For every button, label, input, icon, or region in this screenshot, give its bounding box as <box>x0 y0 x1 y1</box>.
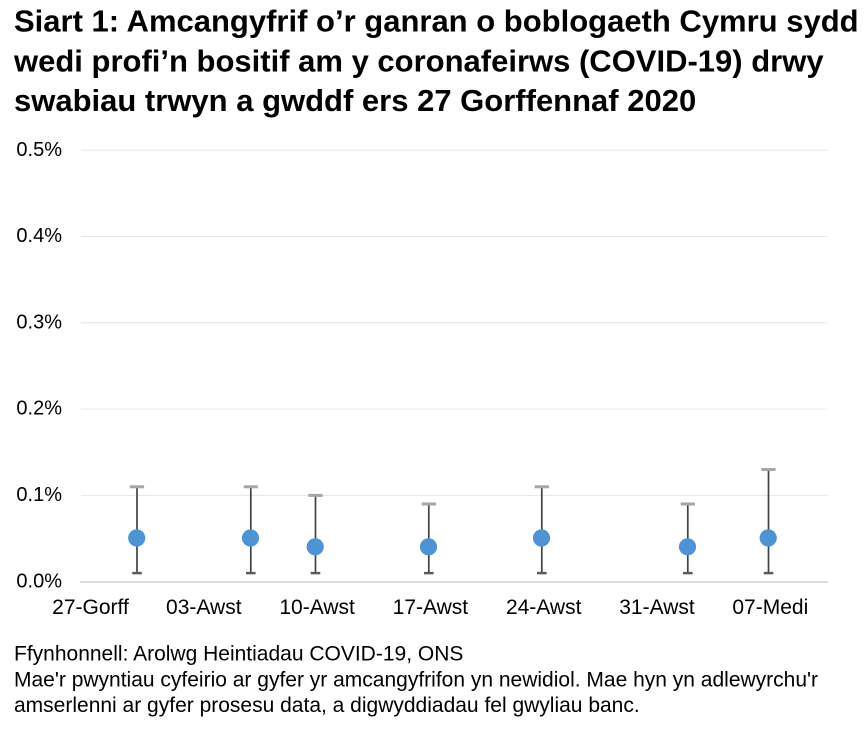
svg-text:0.2%: 0.2% <box>16 398 62 420</box>
svg-text:0.0%: 0.0% <box>16 570 62 592</box>
svg-text:0.4%: 0.4% <box>16 225 62 247</box>
svg-text:27-Gorff: 27-Gorff <box>52 596 129 619</box>
svg-text:10-Awst: 10-Awst <box>279 596 355 619</box>
svg-text:0.1%: 0.1% <box>16 484 62 506</box>
svg-text:wedi profi’n bositif am y coro: wedi profi’n bositif am y coronafeirws (… <box>13 43 824 78</box>
svg-text:03-Awst: 03-Awst <box>166 596 242 619</box>
svg-text:0.5%: 0.5% <box>16 139 62 161</box>
svg-text:swabiau trwyn a gwddf ers 27 G: swabiau trwyn a gwddf ers 27 Gorffennaf … <box>14 83 696 118</box>
svg-text:amserlenni ar gyfer prosesu da: amserlenni ar gyfer prosesu data, a digw… <box>14 694 640 717</box>
svg-text:Ffynhonnell: Arolwg Heintiadau: Ffynhonnell: Arolwg Heintiadau COVID-19,… <box>14 643 463 666</box>
svg-text:Mae'r pwyntiau cyfeirio ar gyf: Mae'r pwyntiau cyfeirio ar gyfer yr amca… <box>14 668 818 691</box>
svg-text:0.3%: 0.3% <box>16 311 62 333</box>
svg-text:07-Medi: 07-Medi <box>732 596 808 619</box>
svg-text:24-Awst: 24-Awst <box>506 596 582 619</box>
svg-text:Siart 1: Amcangyfrif o’r ganra: Siart 1: Amcangyfrif o’r ganran o boblog… <box>14 4 859 39</box>
svg-text:31-Awst: 31-Awst <box>619 596 695 619</box>
svg-text:17-Awst: 17-Awst <box>393 596 469 619</box>
